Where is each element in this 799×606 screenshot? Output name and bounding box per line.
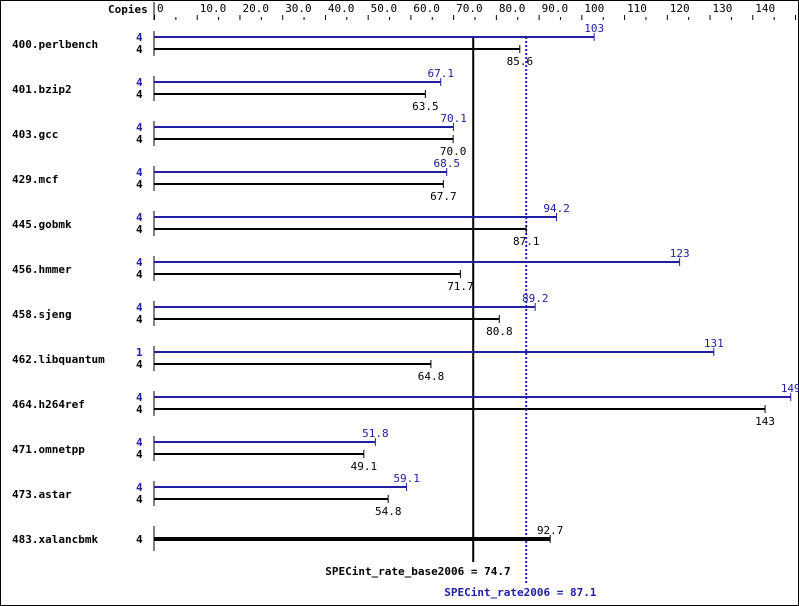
peak-value-label: 67.1	[428, 67, 455, 80]
peak-copies: 4	[136, 256, 143, 269]
peak-value-label: 51.8	[362, 427, 389, 440]
base-value-label: 63.5	[412, 100, 439, 113]
axis-tick-label: 60.0	[413, 2, 440, 15]
peak-value-label: 123	[670, 247, 690, 260]
peak-copies: 4	[136, 481, 143, 494]
base-value-label: 143	[755, 415, 775, 428]
peak-copies: 4	[136, 301, 143, 314]
benchmark-label: 471.omnetpp	[12, 443, 85, 456]
benchmark-label: 462.libquantum	[12, 353, 105, 366]
base-copies: 4	[136, 493, 143, 506]
benchmark-label: 464.h264ref	[12, 398, 85, 411]
base-copies: 4	[136, 533, 143, 546]
base-value-label: 54.8	[375, 505, 402, 518]
benchmark-label: 429.mcf	[12, 173, 58, 186]
base-value-label: 67.7	[430, 190, 457, 203]
base-copies: 4	[136, 178, 143, 191]
peak-value-label: 131	[704, 337, 724, 350]
axis-tick-label: 20.0	[242, 2, 269, 15]
copies-header: Copies	[108, 3, 148, 16]
axis-tick-label: 120	[670, 2, 690, 15]
axis-tick-label: 90.0	[542, 2, 569, 15]
base-copies: 4	[136, 133, 143, 146]
base-copies: 4	[136, 403, 143, 416]
benchmark-label: 445.gobmk	[12, 218, 72, 231]
base-copies: 4	[136, 43, 143, 56]
peak-value-label: 89.2	[522, 292, 549, 305]
base-mean-label: SPECint_rate_base2006 = 74.7	[325, 565, 510, 578]
axis-tick-label: 80.0	[499, 2, 526, 15]
axis-tick-label: 10.0	[200, 2, 227, 15]
benchmark-label: 483.xalancbmk	[12, 533, 98, 546]
benchmark-label: 473.astar	[12, 488, 72, 501]
base-copies: 4	[136, 223, 143, 236]
axis-tick-label: 30.0	[285, 2, 312, 15]
peak-copies: 4	[136, 391, 143, 404]
benchmark-label: 458.sjeng	[12, 308, 72, 321]
peak-copies: 1	[136, 346, 143, 359]
benchmark-label: 403.gcc	[12, 128, 58, 141]
peak-mean-label: SPECint_rate2006 = 87.1	[444, 586, 597, 599]
axis-tick-label: 50.0	[371, 2, 398, 15]
base-copies: 4	[136, 268, 143, 281]
peak-copies: 4	[136, 76, 143, 89]
base-copies: 4	[136, 313, 143, 326]
peak-copies: 4	[136, 31, 143, 44]
peak-value-label: 59.1	[393, 472, 420, 485]
peak-value-label: 94.2	[543, 202, 570, 215]
base-value-label: 64.8	[418, 370, 445, 383]
axis-tick-label: 140	[755, 2, 775, 15]
peak-value-label: 68.5	[434, 157, 461, 170]
base-value-label: 85.6	[507, 55, 533, 68]
base-value-label: 92.7	[537, 524, 564, 537]
axis-tick-label: 0	[157, 2, 164, 15]
axis-tick-label: 70.0	[456, 2, 483, 15]
peak-value-label: 70.1	[440, 112, 467, 125]
peak-copies: 4	[136, 166, 143, 179]
base-value-label: 87.1	[513, 235, 540, 248]
benchmark-label: 400.perlbench	[12, 38, 98, 51]
axis-tick-label: 130	[713, 2, 733, 15]
axis-tick-label: 100	[584, 2, 604, 15]
axis-tick-label: 40.0	[328, 2, 355, 15]
benchmark-label: 456.hmmer	[12, 263, 72, 276]
base-copies: 4	[136, 448, 143, 461]
peak-value-label: 103	[584, 22, 604, 35]
base-copies: 4	[136, 88, 143, 101]
base-copies: 4	[136, 358, 143, 371]
base-value-label: 70.0	[440, 145, 467, 158]
peak-copies: 4	[136, 436, 143, 449]
peak-copies: 4	[136, 121, 143, 134]
base-value-label: 80.8	[486, 325, 513, 338]
peak-copies: 4	[136, 211, 143, 224]
axis-tick-label: 110	[627, 2, 647, 15]
base-value-label: 71.7	[447, 280, 474, 293]
benchmark-label: 401.bzip2	[12, 83, 72, 96]
base-value-label: 49.1	[351, 460, 378, 473]
peak-value-label: 149	[781, 382, 799, 395]
